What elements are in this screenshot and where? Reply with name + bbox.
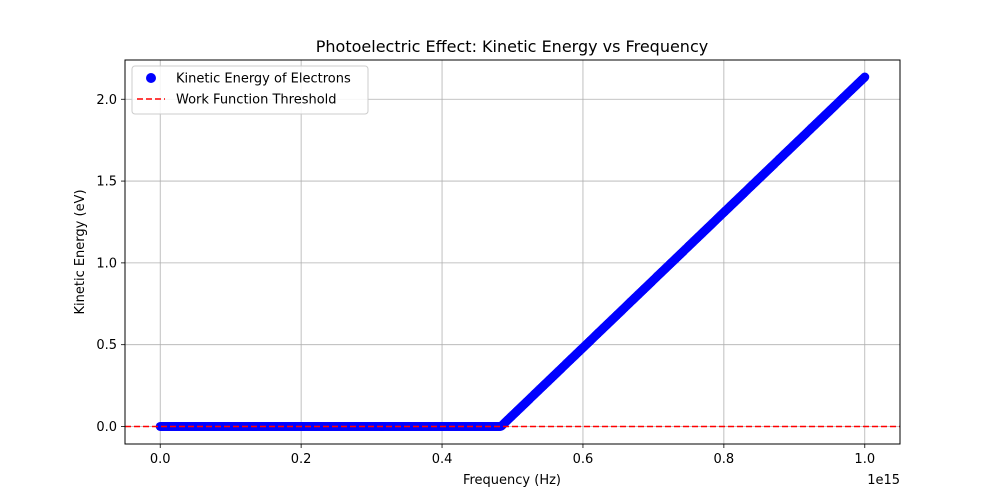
chart-title: Photoelectric Effect: Kinetic Energy vs …: [316, 37, 708, 56]
scatter-points: [155, 72, 870, 431]
y-tick-label: 0.0: [96, 420, 117, 435]
y-tick-label: 0.5: [96, 338, 117, 353]
legend-label-work-function: Work Function Threshold: [176, 93, 337, 108]
x-axis-offset-text: 1e15: [867, 473, 900, 488]
x-tick-label: 1.0: [854, 452, 875, 467]
y-axis-ticks: 0.0 0.5 1.0 1.5 2.0: [96, 93, 125, 435]
y-tick-label: 1.5: [96, 175, 117, 190]
x-tick-label: 0.6: [573, 452, 594, 467]
x-axis-ticks: 0.0 0.2 0.4 0.6 0.8 1.0: [150, 444, 875, 467]
grid-lines: [125, 60, 900, 444]
legend-marker-scatter: [146, 73, 156, 83]
y-tick-label: 1.0: [96, 256, 117, 271]
legend-label-kinetic-energy: Kinetic Energy of Electrons: [176, 72, 351, 87]
x-axis-label: Frequency (Hz): [463, 473, 561, 488]
legend: Kinetic Energy of Electrons Work Functio…: [131, 65, 369, 115]
plot-frame: [124, 59, 901, 445]
y-axis-label: Kinetic Energy (eV): [73, 189, 88, 314]
x-tick-label: 0.8: [714, 452, 735, 467]
x-tick-label: 0.4: [432, 452, 453, 467]
y-tick-label: 2.0: [96, 93, 117, 108]
x-tick-label: 0.0: [150, 452, 171, 467]
plot-area: [125, 60, 900, 444]
x-tick-label: 0.2: [291, 452, 312, 467]
scatter-point: [860, 72, 870, 82]
legend-box: [131, 65, 369, 115]
